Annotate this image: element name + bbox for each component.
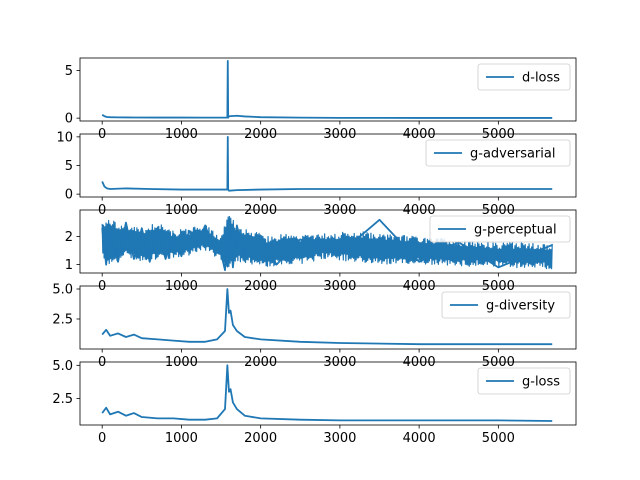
legend-box — [477, 367, 571, 395]
x-tick-label: 2000 — [244, 203, 277, 218]
axes-frame — [79, 361, 577, 426]
y-tick-label: 5 — [65, 64, 73, 79]
y-tick-label: 5.0 — [52, 359, 73, 374]
series-area — [101, 216, 553, 272]
y-tick-label: 2.5 — [52, 313, 73, 328]
x-tick-label: 4000 — [403, 127, 436, 142]
x-tick-label: 5000 — [482, 127, 515, 142]
x-tick-label: 3000 — [323, 355, 356, 370]
y-tick-label: 0 — [65, 188, 73, 203]
y-tick-label: 2.5 — [52, 392, 73, 407]
axes-frame — [79, 285, 577, 350]
subplot-5: 5000 4000 3000 2000 1000 0 2.5 5.0 g-loss — [52, 359, 577, 446]
y-tick-label: 5.0 — [52, 283, 73, 298]
legend-box — [477, 63, 571, 91]
x-tick-label: 4000 — [403, 279, 436, 294]
x-tick-label: 5000 — [482, 279, 515, 294]
series-area — [101, 288, 553, 346]
legend-label: g-adversarial — [470, 147, 555, 162]
x-tick-label: 1000 — [165, 127, 198, 142]
subplot-3: 5000 4000 3000 2000 1000 0 1 2 g-perceptual — [65, 209, 577, 294]
y-tick-label: 10 — [56, 130, 73, 145]
y-tick-label: 1 — [65, 258, 73, 273]
subplot-1: 5000 4000 3000 2000 1000 0 0 5 d-loss — [65, 57, 577, 142]
axes-frame — [79, 209, 577, 274]
x-tick-label: 0 — [98, 355, 106, 370]
legend-box — [429, 215, 571, 243]
x-tick-label: 5000 — [482, 431, 515, 446]
series-area — [101, 364, 553, 422]
x-tick-label: 5000 — [482, 355, 515, 370]
x-tick-label: 5000 — [482, 203, 515, 218]
x-tick-label: 1000 — [165, 355, 198, 370]
series-area — [101, 59, 553, 119]
legend-label: g-loss — [522, 375, 560, 390]
legend: g-adversarial — [425, 139, 571, 167]
x-tick-label: 0 — [98, 203, 106, 218]
legend: g-diversity — [441, 291, 571, 319]
y-tick-label: 5 — [65, 159, 73, 174]
x-tick-label: 3000 — [323, 431, 356, 446]
x-tick-label: 2000 — [244, 355, 277, 370]
series-line-d-loss — [101, 59, 553, 119]
legend-box — [425, 139, 571, 167]
legend-label: g-perceptual — [474, 223, 557, 238]
series-line-g-loss — [101, 364, 553, 422]
legend: g-perceptual — [429, 215, 571, 243]
y-tick-label: 0 — [65, 112, 73, 127]
legend-label: d-loss — [522, 71, 560, 86]
x-tick-label: 0 — [98, 431, 106, 446]
x-tick-label: 0 — [98, 127, 106, 142]
x-tick-label: 0 — [98, 279, 106, 294]
x-tick-label: 1000 — [165, 279, 198, 294]
x-tick-label: 2000 — [244, 127, 277, 142]
legend: d-loss — [477, 63, 571, 91]
subplot-4: 5000 4000 3000 2000 1000 0 2.5 5.0 g-diversity — [52, 283, 577, 370]
x-tick-label: 3000 — [323, 279, 356, 294]
series-line-g-perceptual — [101, 218, 553, 272]
series-line-g-adversarial — [101, 135, 553, 192]
x-tick-label: 2000 — [244, 279, 277, 294]
subplot-2: 5000 4000 3000 2000 1000 0 0 5 10 g-adversarial — [56, 130, 577, 218]
axes-frame — [79, 57, 577, 122]
series-area — [101, 135, 553, 192]
x-tick-label: 3000 — [323, 127, 356, 142]
x-tick-label: 4000 — [403, 203, 436, 218]
x-tick-label: 3000 — [323, 203, 356, 218]
x-tick-label: 2000 — [244, 431, 277, 446]
legend: g-loss — [477, 367, 571, 395]
y-tick-label: 2 — [65, 230, 73, 245]
legend-box — [441, 291, 571, 319]
x-tick-label: 4000 — [403, 355, 436, 370]
x-tick-label: 4000 — [403, 431, 436, 446]
legend-label: g-diversity — [486, 299, 555, 314]
x-tick-label: 1000 — [165, 203, 198, 218]
series-line-g-diversity — [101, 288, 553, 346]
x-tick-label: 1000 — [165, 431, 198, 446]
